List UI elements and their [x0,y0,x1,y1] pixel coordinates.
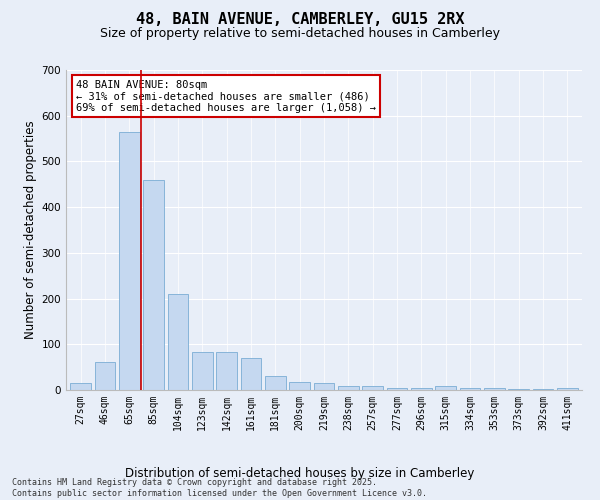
Text: Distribution of semi-detached houses by size in Camberley: Distribution of semi-detached houses by … [125,467,475,480]
Bar [192,352,212,390]
Bar [119,132,140,390]
Bar [362,386,383,390]
Text: Size of property relative to semi-detached houses in Camberley: Size of property relative to semi-detach… [100,28,500,40]
Y-axis label: Number of semi-detached properties: Number of semi-detached properties [25,120,37,340]
Bar [70,383,91,390]
Bar [508,389,529,390]
Bar [265,376,286,390]
Bar [557,388,578,390]
Bar [386,388,407,390]
Bar [216,352,237,390]
Bar [95,362,115,390]
Bar [338,386,359,390]
Bar [143,180,164,390]
Text: 48, BAIN AVENUE, CAMBERLEY, GU15 2RX: 48, BAIN AVENUE, CAMBERLEY, GU15 2RX [136,12,464,28]
Bar [533,389,553,390]
Bar [460,388,481,390]
Bar [167,294,188,390]
Bar [314,383,334,390]
Bar [289,382,310,390]
Text: 48 BAIN AVENUE: 80sqm
← 31% of semi-detached houses are smaller (486)
69% of sem: 48 BAIN AVENUE: 80sqm ← 31% of semi-deta… [76,80,376,113]
Bar [484,388,505,390]
Bar [241,358,262,390]
Bar [411,388,432,390]
Text: Contains HM Land Registry data © Crown copyright and database right 2025.
Contai: Contains HM Land Registry data © Crown c… [12,478,427,498]
Bar [436,386,456,390]
